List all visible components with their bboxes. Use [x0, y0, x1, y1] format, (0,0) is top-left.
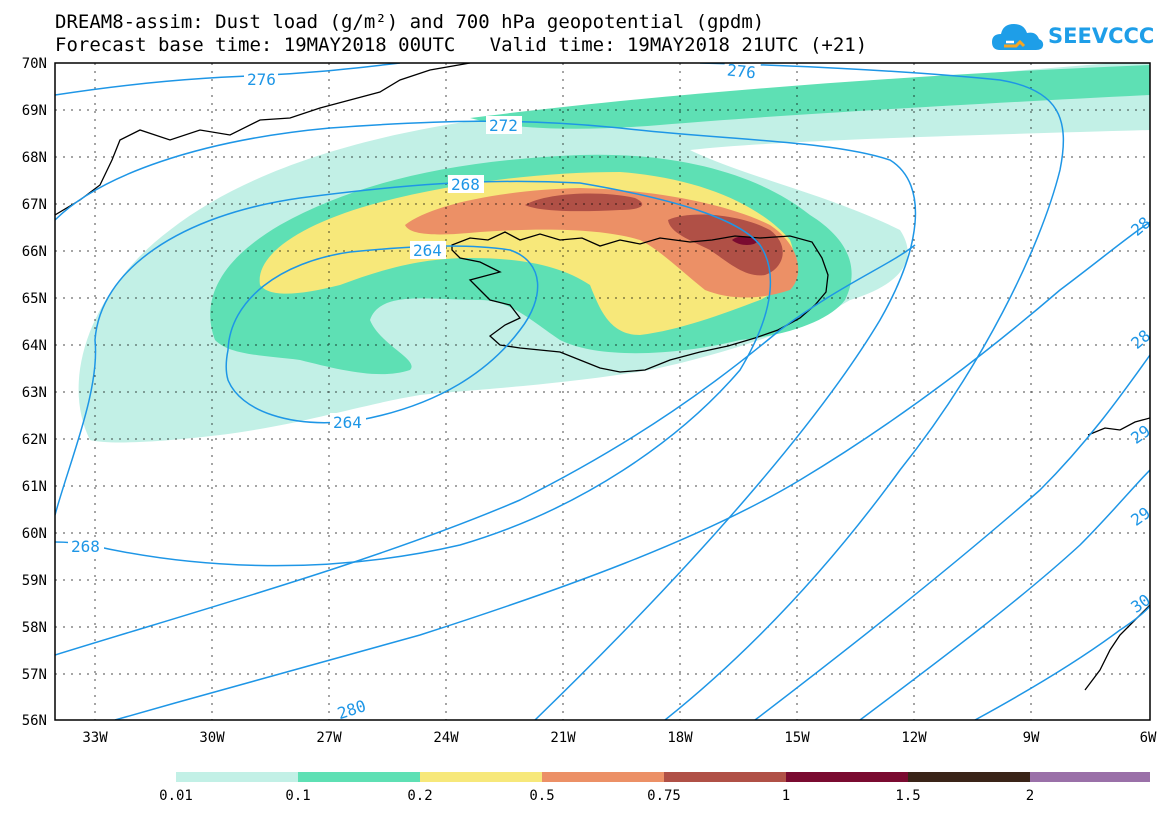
lon-label-15w: 15W: [784, 730, 810, 746]
contour-264: [225, 245, 539, 424]
legend-label-0.75: 0.75: [647, 788, 681, 804]
greenland-coast: [55, 63, 471, 216]
latitude-labels: 70N 69N 68N 67N 66N 65N 64N 63N 62N 61N …: [22, 56, 47, 729]
legend-label-0.2: 0.2: [407, 788, 432, 804]
lat-label-61n: 61N: [22, 479, 47, 495]
chart-title-line-2: Forecast base time: 19MAY2018 00UTC Vali…: [55, 34, 868, 56]
lon-label-9w: 9W: [1023, 730, 1040, 746]
lat-label-63n: 63N: [22, 385, 47, 401]
lat-label-57n: 57N: [22, 667, 47, 683]
contour-284: [859, 469, 1150, 720]
legend-swatch-6: [908, 772, 1030, 782]
lat-label-66n: 66N: [22, 244, 47, 260]
lon-label-27w: 27W: [316, 730, 342, 746]
lon-label-33w: 33W: [82, 730, 108, 746]
cloud-icon: [992, 24, 1044, 50]
contour-label-272: 272: [489, 116, 518, 135]
contour-276-north: [55, 63, 401, 96]
contour-276-east: [664, 63, 1065, 720]
contour-268: [55, 180, 772, 567]
legend-swatch-3: [542, 772, 664, 782]
color-legend: [176, 772, 1150, 782]
contour-label-264-south: 264: [333, 413, 362, 432]
contour-label-280: 280: [335, 696, 368, 723]
legend-swatch-1: [298, 772, 420, 782]
legend-swatch-5: [786, 772, 908, 782]
lat-label-64n: 64N: [22, 338, 47, 354]
chart-title-line-1: DREAM8-assim: Dust load (g/m²) and 700 h…: [55, 11, 765, 33]
lat-label-67n: 67N: [22, 197, 47, 213]
legend-label-1: 1: [782, 788, 790, 804]
legend-swatch-4: [664, 772, 786, 782]
dust-level-0.1-north-band: [470, 65, 1150, 129]
contour-288: [974, 605, 1150, 720]
lon-label-24w: 24W: [433, 730, 459, 746]
contour-label-268-north: 268: [451, 175, 480, 194]
legend-label-0.01: 0.01: [159, 788, 193, 804]
seevccc-logo: SEEVCCC: [990, 16, 1160, 58]
legend-label-0.1: 0.1: [285, 788, 310, 804]
lat-label-65n: 65N: [22, 291, 47, 307]
lat-label-59n: 59N: [22, 573, 47, 589]
legend-swatch-2: [420, 772, 542, 782]
legend-label-2: 2: [1026, 788, 1034, 804]
contour-label-264-north: 264: [413, 241, 442, 260]
contour-280-lower: [114, 221, 1150, 720]
lon-label-30w: 30W: [199, 730, 225, 746]
contour-272: [55, 120, 917, 720]
map-frame: [54, 62, 1151, 721]
lat-label-62n: 62N: [22, 432, 47, 448]
contour-280: [55, 244, 916, 656]
legend-swatch-7: [1030, 772, 1150, 782]
dust-level-1: [732, 236, 758, 245]
longitude-labels: 33W 30W 27W 24W 21W 18W 15W 12W 9W 6W: [82, 730, 1157, 746]
norway-coast-north: [1087, 417, 1150, 436]
lon-label-6w: 6W: [1140, 730, 1157, 746]
lat-label-58n: 58N: [22, 620, 47, 636]
contour-label-276-east: 276: [726, 60, 757, 82]
lat-label-68n: 68N: [22, 150, 47, 166]
dust-level-0.75-east: [668, 214, 783, 276]
legend-labels: 0.01 0.1 0.2 0.5 0.75 1 1.5 2: [159, 788, 1034, 804]
lon-label-18w: 18W: [667, 730, 693, 746]
contour-label-268-west: 268: [71, 537, 100, 556]
dust-level-0.75: [525, 193, 643, 212]
contour-282: [754, 354, 1150, 720]
logo-text: SEEVCCC: [1048, 24, 1155, 48]
legend-label-1.5: 1.5: [895, 788, 920, 804]
lon-label-21w: 21W: [550, 730, 576, 746]
legend-label-0.5: 0.5: [529, 788, 554, 804]
legend-swatch-0: [176, 772, 298, 782]
lat-label-56n: 56N: [22, 713, 47, 729]
lat-label-70n: 70N: [22, 56, 47, 72]
lat-label-60n: 60N: [22, 526, 47, 542]
lat-label-69n: 69N: [22, 103, 47, 119]
iceland-coast: [451, 231, 829, 373]
contour-label-276-west: 276: [247, 70, 276, 89]
lon-label-12w: 12W: [901, 730, 927, 746]
